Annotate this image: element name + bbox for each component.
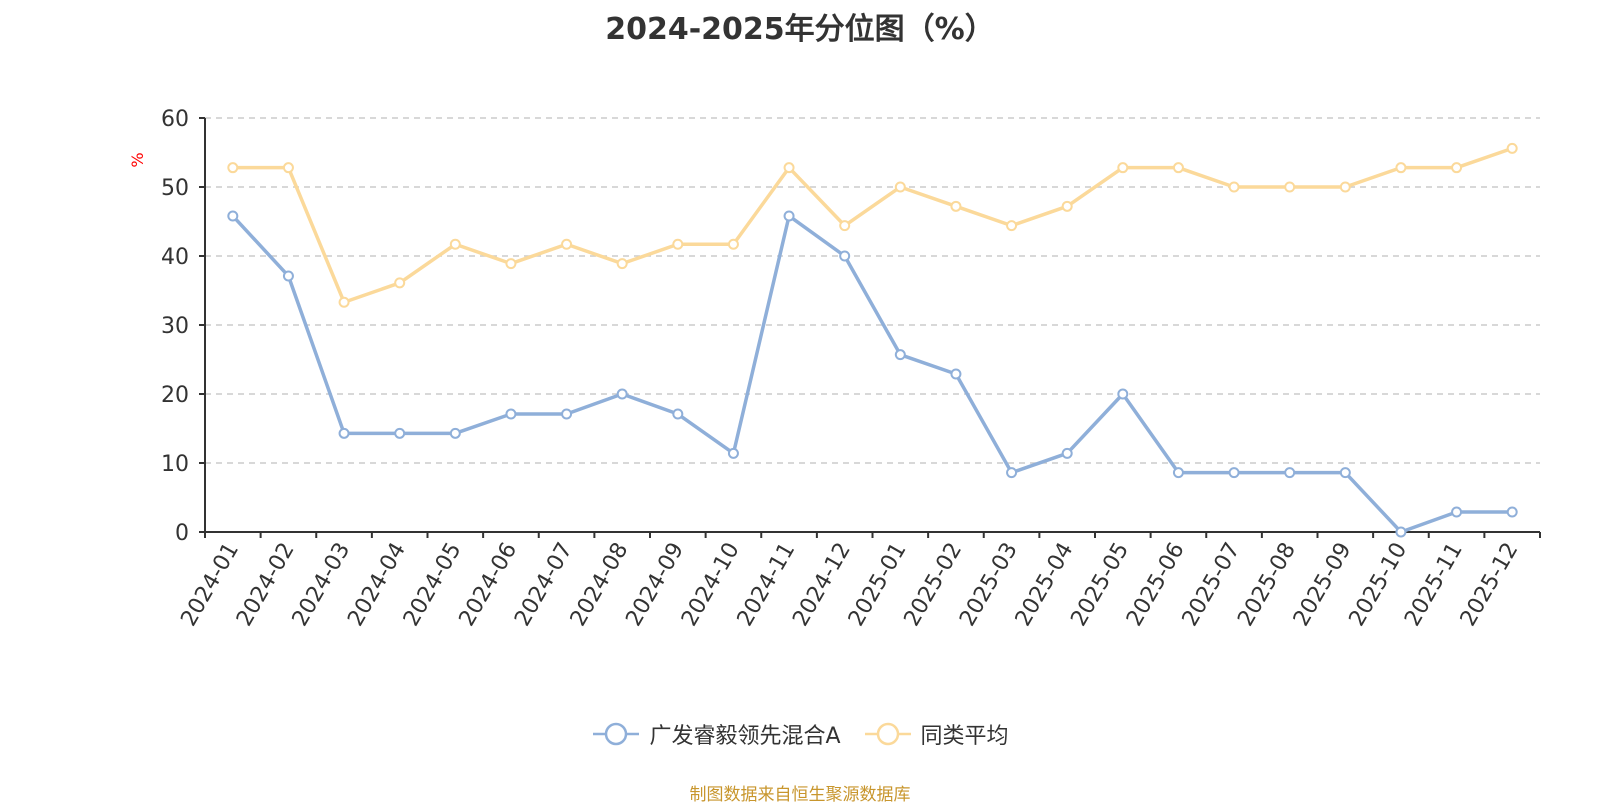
data-point — [227, 210, 239, 222]
data-point — [1061, 447, 1073, 459]
data-point — [1117, 162, 1129, 174]
data-point — [1395, 162, 1407, 174]
y-tick-label: 0 — [175, 521, 189, 546]
data-point — [1117, 388, 1129, 400]
data-point — [394, 277, 406, 289]
data-point — [227, 162, 239, 174]
data-point — [505, 408, 517, 420]
data-point — [394, 427, 406, 439]
legend: 广发睿毅领先混合A 同类平均 — [0, 718, 1600, 750]
data-point — [1339, 467, 1351, 479]
data-point — [282, 162, 294, 174]
data-point — [449, 427, 461, 439]
legend-item[interactable]: 同类平均 — [863, 718, 1009, 750]
data-point — [282, 270, 294, 282]
y-tick-label: 30 — [161, 314, 189, 339]
data-point — [1284, 181, 1296, 193]
data-point — [338, 296, 350, 308]
data-point — [672, 238, 684, 250]
data-point — [839, 250, 851, 262]
data-point — [449, 238, 461, 250]
data-point — [727, 447, 739, 459]
data-point — [338, 427, 350, 439]
y-tick-label: 20 — [161, 383, 189, 408]
data-point — [1395, 526, 1407, 538]
data-point — [1172, 162, 1184, 174]
series-group — [227, 210, 1518, 538]
data-point — [894, 349, 906, 361]
data-point — [783, 162, 795, 174]
data-point — [1006, 220, 1018, 232]
data-point — [616, 388, 628, 400]
data-point — [1506, 142, 1518, 154]
data-point — [727, 238, 739, 250]
grid-lines — [205, 117, 1540, 464]
data-point — [839, 220, 851, 232]
data-point — [1506, 506, 1518, 518]
legend-label: 同类平均 — [920, 724, 1009, 749]
data-point — [561, 238, 573, 250]
series-line — [232, 146, 1513, 304]
series-line — [231, 214, 1513, 534]
data-point — [950, 200, 962, 212]
y-tick-label: 50 — [161, 176, 189, 201]
data-point — [1228, 467, 1240, 479]
data-point — [1061, 200, 1073, 212]
data-point — [1339, 181, 1351, 193]
chart-title: 2024-2025年分位图（%） — [605, 12, 995, 47]
source-note: 制图数据来自恒生聚源数据库 — [689, 785, 911, 805]
legend-swatch — [593, 722, 640, 746]
data-point — [505, 258, 517, 270]
data-point — [1228, 181, 1240, 193]
series-group — [227, 142, 1518, 308]
data-point — [894, 181, 906, 193]
data-point — [1172, 467, 1184, 479]
data-point — [561, 408, 573, 420]
data-point — [950, 368, 962, 380]
y-axis-label: % — [128, 152, 147, 167]
data-point — [783, 210, 795, 222]
series — [227, 142, 1518, 538]
data-point — [672, 408, 684, 420]
data-point — [1284, 467, 1296, 479]
y-tick-label: 40 — [161, 245, 189, 270]
legend-item[interactable]: 广发睿毅领先混合A — [591, 718, 841, 750]
data-point — [616, 258, 628, 270]
data-point — [1451, 506, 1463, 518]
data-point — [1451, 162, 1463, 174]
data-point — [1006, 467, 1018, 479]
legend-swatch — [864, 722, 911, 746]
y-tick-label: 10 — [161, 452, 189, 477]
legend-label: 广发睿毅领先混合A — [649, 724, 841, 749]
y-tick-label: 60 — [161, 107, 189, 132]
